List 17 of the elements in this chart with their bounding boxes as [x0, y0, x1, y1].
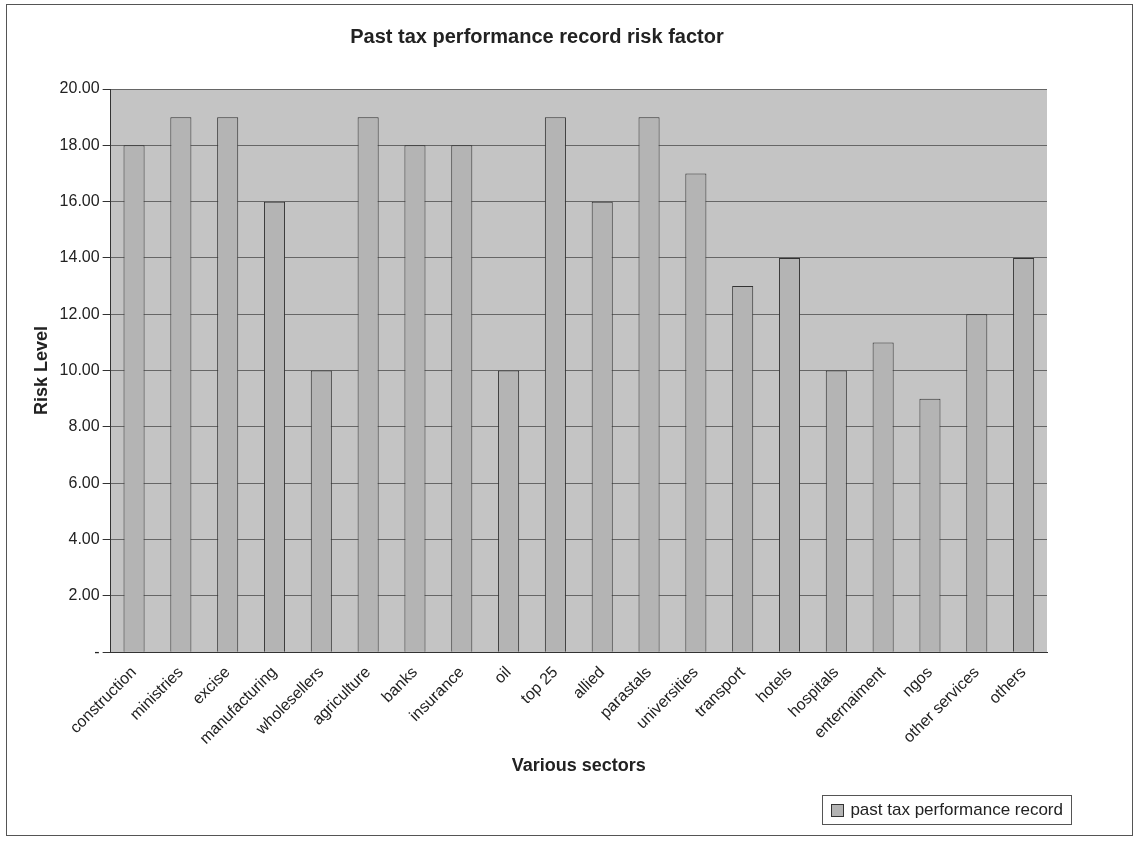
y-tick-label: 10.00 — [59, 360, 100, 378]
y-tick-label: 14.00 — [59, 248, 100, 266]
y-tick-label: 4.00 — [68, 529, 100, 547]
y-axis-title: Risk Level — [30, 326, 51, 416]
y-tick-label: 12.00 — [59, 304, 100, 322]
x-axis-title: Various sectors — [511, 755, 646, 776]
y-tick-label: 16.00 — [59, 192, 100, 210]
x-tick-label: top 25 — [517, 663, 561, 707]
text: past tax performance record — [850, 800, 1063, 820]
y-tick-label: 6.00 — [68, 473, 100, 491]
y-tick-label: 8.00 — [68, 417, 100, 435]
y-tick-label: 20.00 — [59, 79, 100, 97]
y-tick-label: 18.00 — [59, 135, 100, 153]
y-tick-label: 2.00 — [68, 586, 100, 604]
chart-title: Past tax performance record risk factor — [350, 24, 724, 47]
x-tick-label: oil — [490, 663, 514, 687]
y-tick-label: - — [94, 642, 100, 660]
